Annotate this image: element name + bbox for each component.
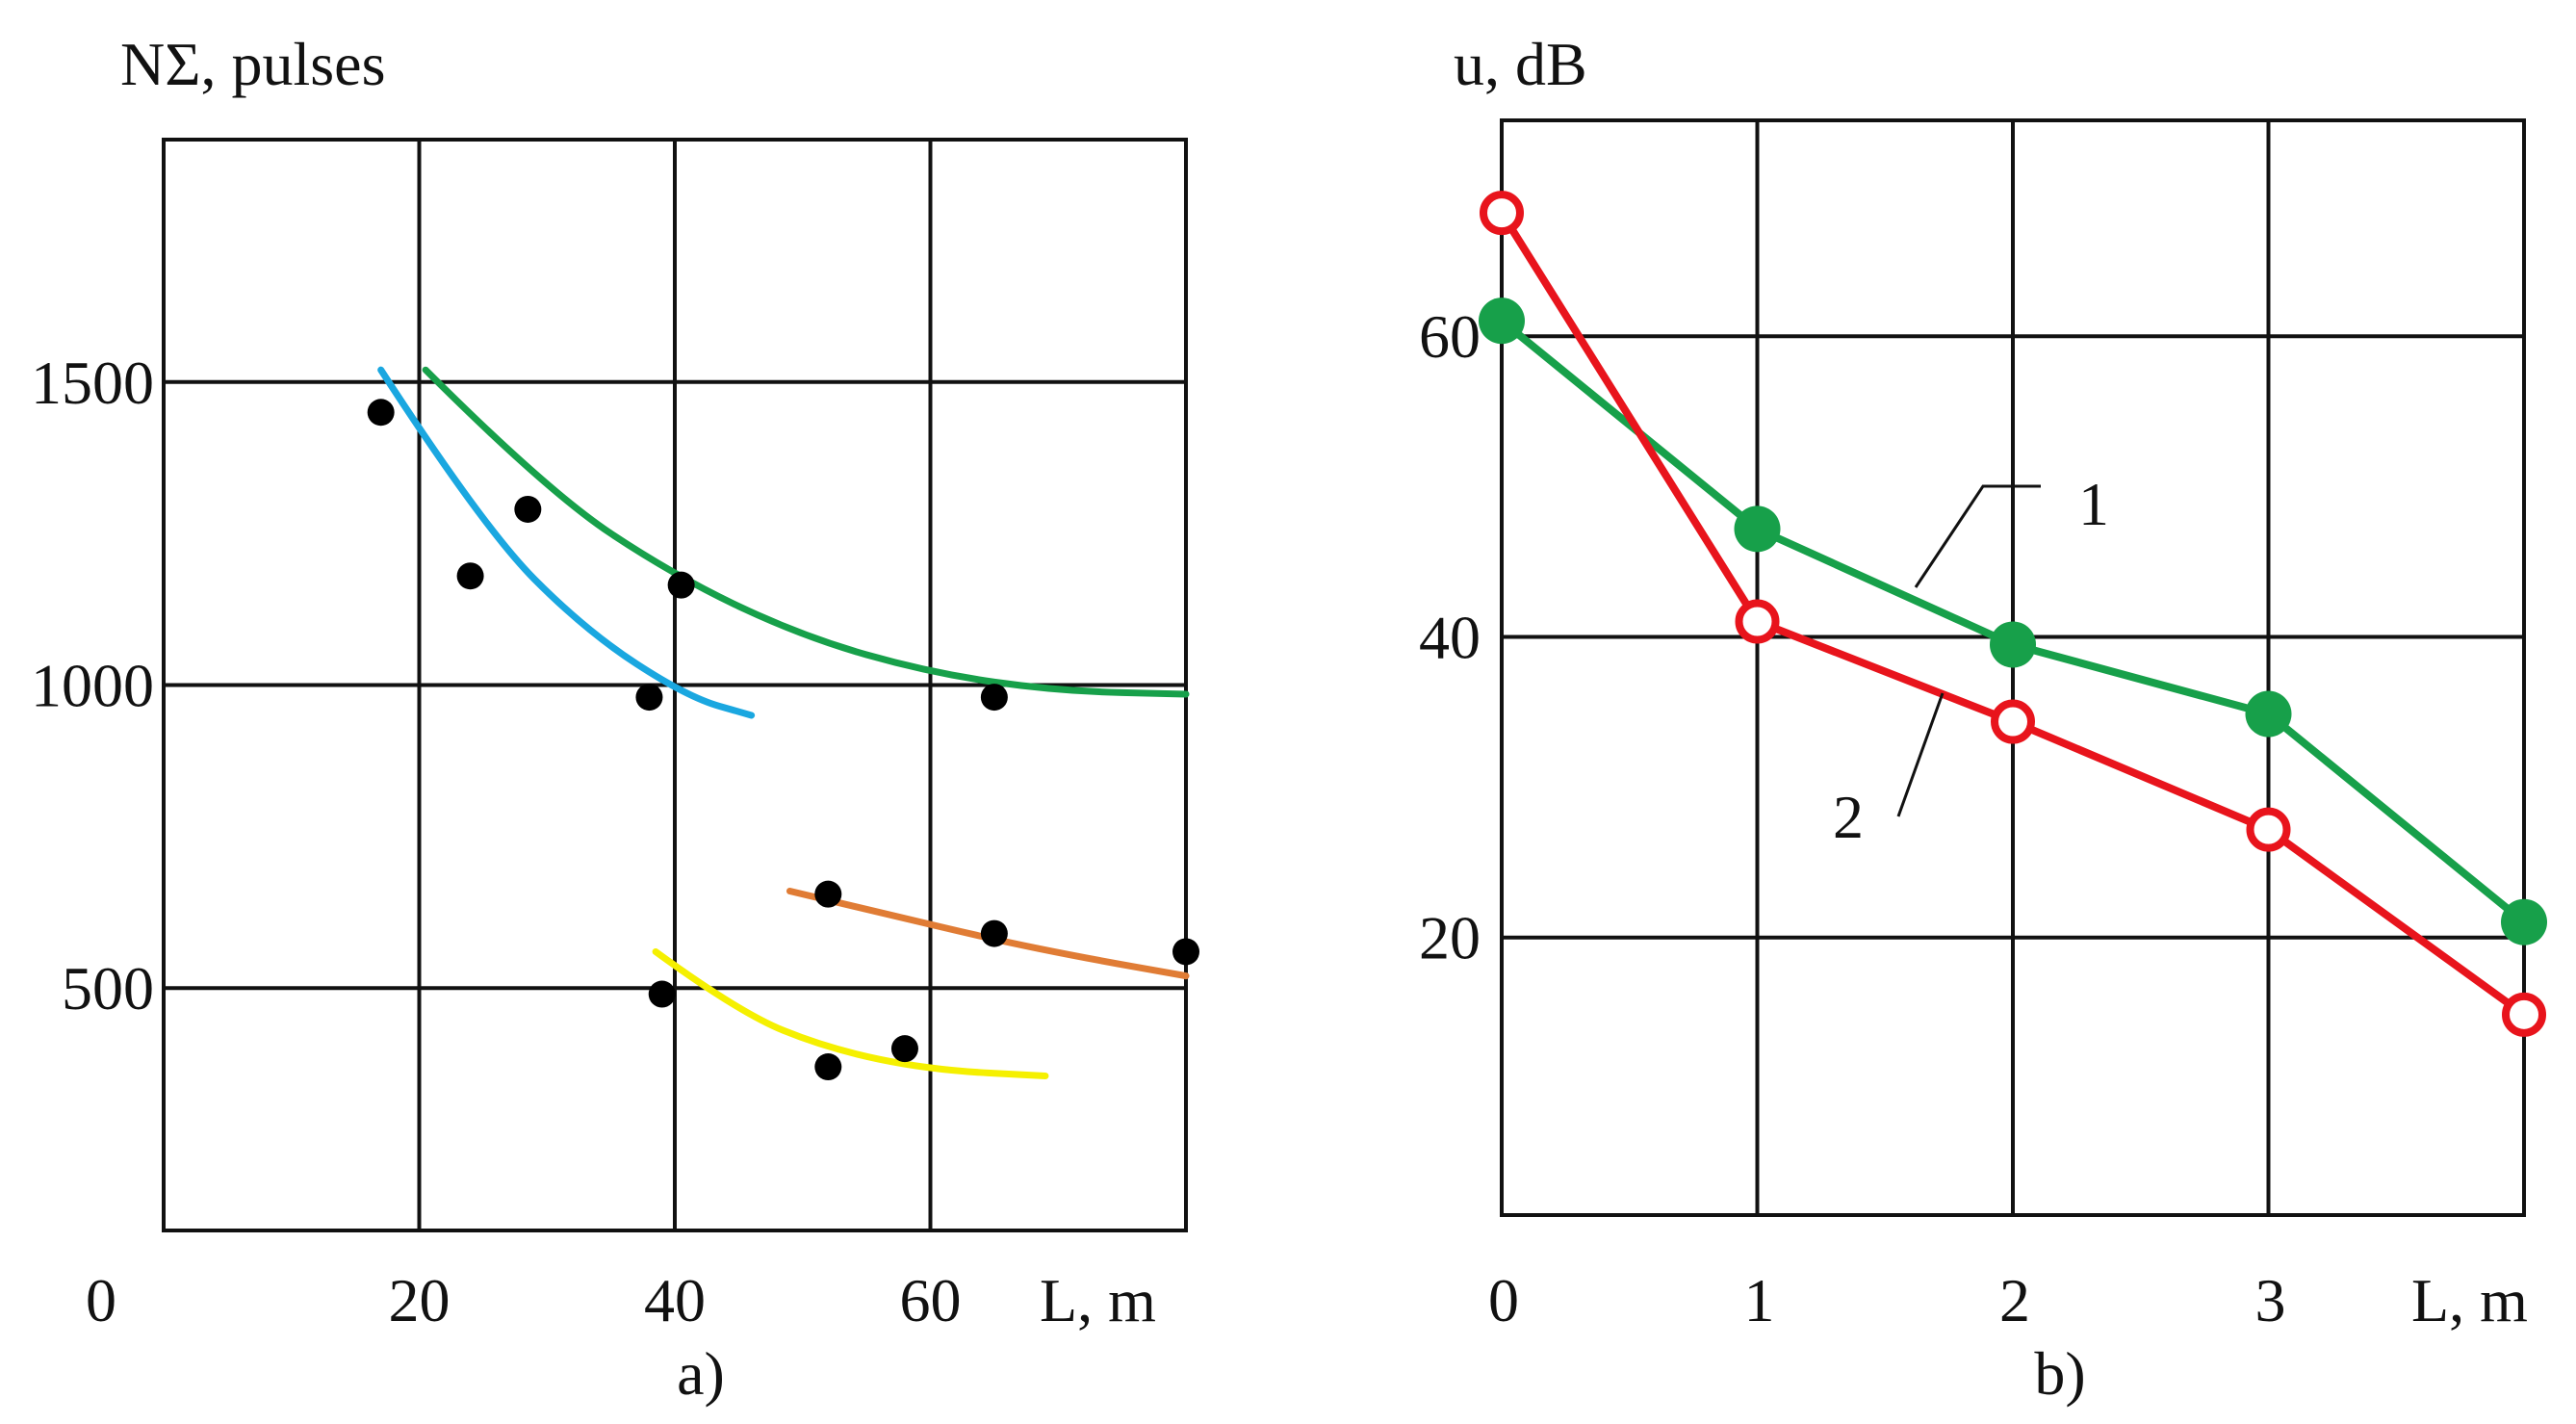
b-x-tick-label: 2 (1999, 1266, 2030, 1334)
a-y-axis-label: NΣ, pulses (120, 30, 385, 98)
a-y-tick-label: 1500 (31, 349, 154, 417)
a-data-point (648, 980, 676, 1008)
a-trend-curve (422, 366, 1190, 698)
b-y-tick-label: 60 (1419, 302, 1481, 371)
b-data-point (2246, 807, 2291, 852)
b-x-axis-label: L, m (2411, 1266, 2528, 1334)
b-data-point (2502, 992, 2546, 1037)
b-panel-label: b) (2034, 1339, 2085, 1408)
a-y-tick-label: 500 (62, 954, 154, 1023)
b-data-point (2245, 690, 2292, 738)
b-x-tick-label: 1 (1744, 1266, 1775, 1334)
b-y-tick-label: 20 (1419, 904, 1481, 972)
a-trend-curve (652, 947, 1049, 1079)
b-data-point (1990, 621, 2036, 668)
b-data-point (2501, 898, 2547, 945)
a-x-tick-label: 60 (900, 1266, 962, 1334)
b-data-point (1735, 599, 1780, 644)
panel-a: 0 20 40 60 500 1000 1500 L, m NΣ, pulses a) (31, 30, 1199, 1408)
a-data-point (367, 399, 395, 427)
b-annotation-label: 1 (2078, 470, 2109, 538)
a-data-point (814, 1053, 842, 1081)
b-data-point (1479, 298, 1525, 345)
a-y-tick-label: 1000 (31, 652, 154, 720)
a-data-point (814, 880, 842, 908)
a-x-tick-label: 20 (389, 1266, 451, 1334)
a-data-point (890, 1035, 918, 1063)
b-data-point (1480, 191, 1524, 236)
a-trend-curve (377, 366, 756, 719)
b-annotation-label: 2 (1833, 783, 1864, 851)
b-data-point (1734, 505, 1781, 553)
a-x-axis-label: L, m (1040, 1266, 1156, 1334)
b-y-tick-label: 40 (1419, 603, 1481, 671)
b-plot-frame (1500, 118, 2526, 1217)
b-annotation-leader (1896, 692, 1945, 817)
a-data-point (667, 571, 695, 599)
a-data-point (1172, 938, 1199, 966)
b-data-point (1991, 699, 2035, 744)
a-x-tick-label: 40 (644, 1266, 706, 1334)
a-data-point (456, 562, 484, 590)
a-x-tick-label: 0 (86, 1266, 116, 1334)
a-data-point (635, 684, 663, 712)
a-data-point (980, 684, 1008, 712)
b-annotation-leader (1914, 484, 2041, 588)
a-panel-label: a) (677, 1339, 725, 1408)
b-y-axis-label: u, dB (1454, 30, 1587, 98)
a-data-point (514, 495, 542, 523)
b-x-tick-label: 0 (1488, 1266, 1519, 1334)
panel-b: 0 1 2 3 20 40 60 L, m u, dB b) 1 2 (1419, 30, 2547, 1408)
a-data-point (980, 919, 1008, 947)
a-plot-frame (162, 138, 1188, 1232)
b-x-tick-label: 3 (2255, 1266, 2286, 1334)
